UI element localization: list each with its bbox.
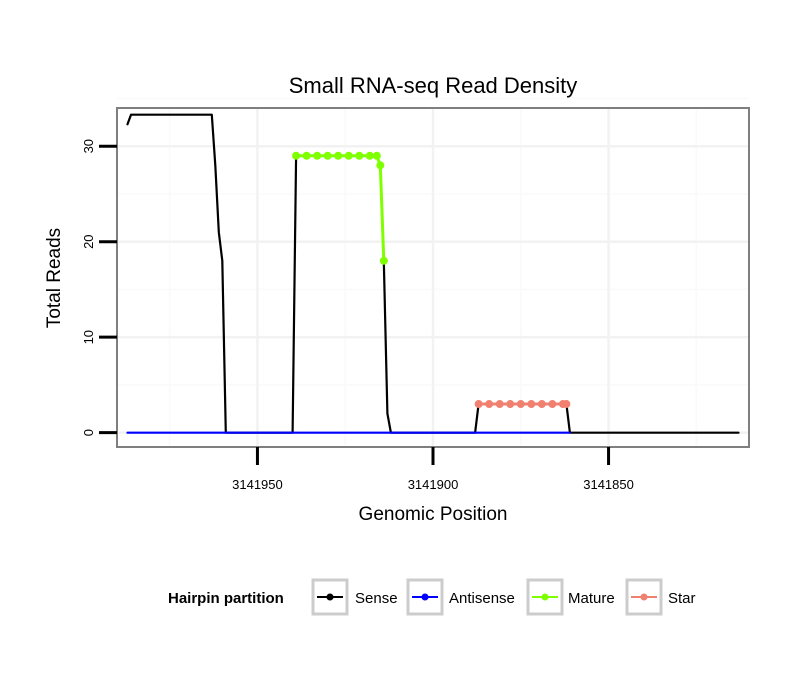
legend-key-point-antisense [421,593,429,601]
y-tick-label: 0 [81,429,96,436]
data-point-mature [344,151,353,160]
data-point-mature [313,151,322,160]
legend-key-point-sense [326,593,334,601]
legend-key-point-mature [541,593,549,601]
x-axis: 3141950 3141900 3141850 [232,447,634,492]
data-point-star [548,400,557,409]
legend-label-star: Star [668,590,696,607]
y-tick-label: 30 [81,139,96,153]
data-point-star [527,400,536,409]
data-point-mature [372,151,381,160]
data-point-star [495,400,504,409]
data-point-mature [292,151,301,160]
data-point-mature [379,256,388,265]
series-line-mature [294,154,386,263]
x-tick-label: 3141900 [408,477,459,492]
data-point-mature [323,151,332,160]
legend: Hairpin partition Sense Antisense Mature St… [168,578,696,616]
data-point-star [562,400,571,409]
series-mature [292,151,388,265]
legend-key-point-star [640,593,648,601]
series-star [474,400,571,409]
data-point-mature [302,151,311,160]
x-axis-title: Genomic Position [359,504,508,525]
data-point-mature [365,151,374,160]
legend-item-sense: Sense [311,578,398,616]
data-point-star [537,400,546,409]
legend-item-star: Star [625,578,696,616]
data-point-mature [355,151,364,160]
legend-item-antisense: Antisense [406,578,515,616]
data-point-star [506,400,515,409]
series-layer [126,113,740,434]
data-point-star [516,400,525,409]
legend-label-sense: Sense [355,590,398,607]
y-axis: 0 10 20 30 [81,139,117,436]
x-tick-label: 3141850 [583,477,634,492]
data-point-mature [376,161,385,170]
legend-item-mature: Mature [526,578,615,616]
y-tick-label: 20 [81,234,96,248]
legend-title: Hairpin partition [168,590,284,607]
data-point-star [485,400,494,409]
legend-label-antisense: Antisense [449,590,515,607]
grid [117,97,749,447]
data-point-mature [334,151,343,160]
chart-title: Small RNA-seq Read Density [289,73,578,98]
legend-label-mature: Mature [568,590,615,607]
x-tick-label: 3141950 [232,477,283,492]
data-point-star [474,400,483,409]
y-axis-title: Total Reads [44,228,65,328]
y-tick-label: 10 [81,330,96,344]
